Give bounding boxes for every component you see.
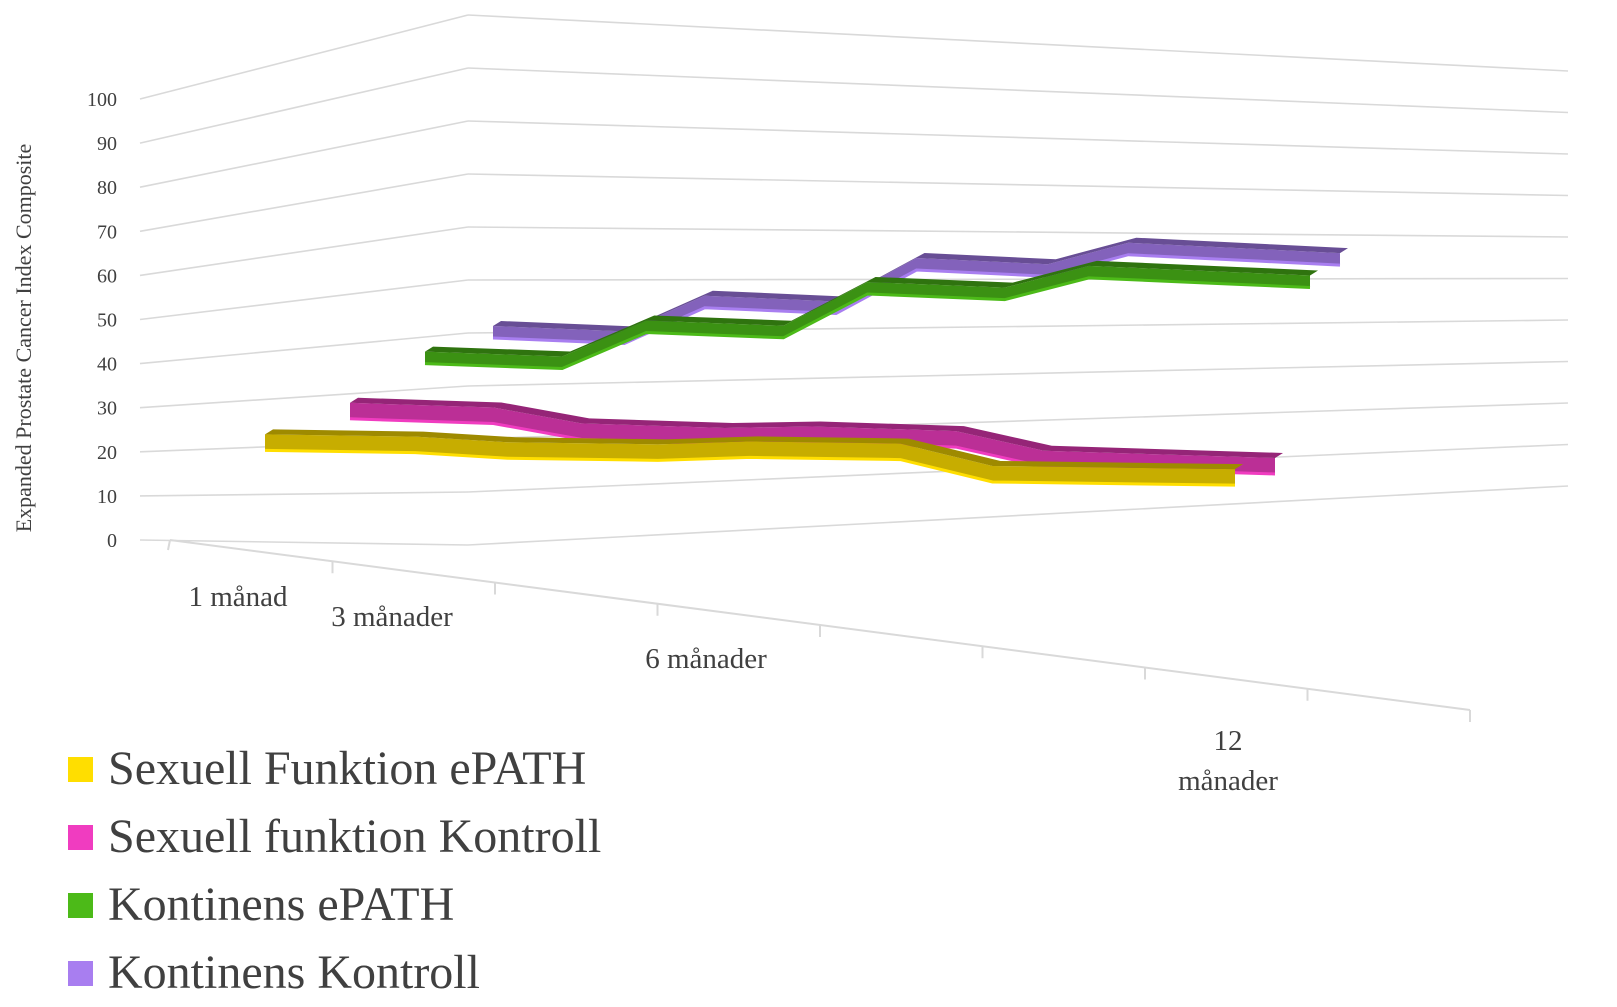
y-tick-label: 60 — [97, 265, 117, 287]
side-gridline — [140, 174, 468, 231]
side-gridline — [140, 492, 468, 496]
back-gridline — [468, 279, 1568, 281]
y-tick-label: 30 — [97, 398, 117, 420]
series-ribbon-2 — [425, 261, 1318, 369]
back-gridline — [468, 121, 1568, 154]
side-gridline — [140, 227, 468, 275]
back-gridline — [468, 362, 1568, 387]
series-ribbons — [265, 238, 1348, 485]
y-tick-label: 50 — [97, 310, 117, 332]
y-tick-label: 0 — [107, 530, 117, 552]
back-gridline — [468, 486, 1568, 545]
legend-label: Kontinens Kontroll — [108, 939, 480, 1007]
side-gridline — [140, 333, 468, 364]
side-gridline — [140, 280, 468, 320]
x-tick-label: 1 månad — [188, 581, 288, 613]
y-tick-label: 80 — [97, 177, 117, 199]
x-tick-label: 6 månader — [645, 643, 767, 675]
back-gridline — [468, 227, 1568, 237]
legend-swatch — [68, 893, 93, 918]
legend-swatch — [68, 757, 93, 782]
y-tick-label: 10 — [97, 486, 117, 508]
y-tick-label: 40 — [97, 354, 117, 376]
back-gridline — [468, 15, 1568, 71]
x-tick-label: 3 månader — [331, 601, 453, 633]
legend-label: Kontinens ePATH — [108, 871, 454, 939]
legend-swatch — [68, 961, 93, 986]
legend-swatch — [68, 825, 93, 850]
legend-item: Sexuell Funktion ePATH — [68, 735, 968, 803]
legend-label: Sexuell funktion Kontroll — [108, 803, 601, 871]
back-gridline — [468, 174, 1568, 196]
side-gridline — [140, 15, 468, 99]
y-axis-title: Expanded Prostate Cancer Index Composite — [11, 144, 36, 533]
y-tick-label: 100 — [87, 89, 117, 111]
y-tick-label: 20 — [97, 442, 117, 464]
x-axis-start-tick — [168, 540, 170, 550]
gridlines — [140, 15, 1568, 545]
legend-item: Sexuell funktion Kontroll — [68, 803, 968, 871]
side-gridline — [140, 121, 468, 187]
y-tick-label: 90 — [97, 133, 117, 155]
legend-item: Kontinens ePATH — [68, 871, 968, 939]
y-tick-label: 70 — [97, 221, 117, 243]
legend-item: Kontinens Kontroll — [68, 939, 968, 1007]
back-gridline — [468, 68, 1568, 113]
legend-label: Sexuell Funktion ePATH — [108, 735, 586, 803]
side-gridline — [140, 68, 468, 143]
